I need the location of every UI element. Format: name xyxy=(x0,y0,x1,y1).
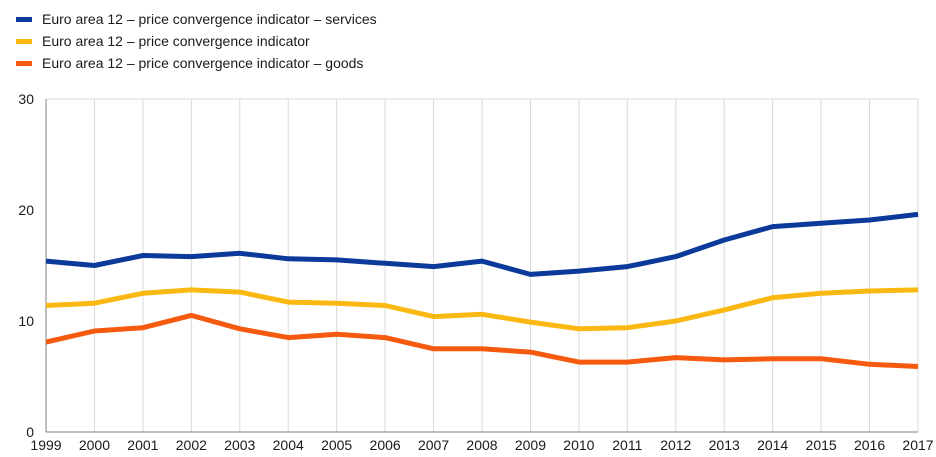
x-tick-label-2011: 2011 xyxy=(612,437,642,453)
x-tick-label-2013: 2013 xyxy=(709,437,740,453)
x-tick-label-2010: 2010 xyxy=(563,437,594,453)
x-tick-label-2017: 2017 xyxy=(902,437,933,453)
y-tick-label: 20 xyxy=(18,202,34,218)
x-tick-label-2003: 2003 xyxy=(224,437,255,453)
x-tick-label-2009: 2009 xyxy=(515,437,546,453)
y-tick-label: 30 xyxy=(18,91,34,107)
x-tick-label-2007: 2007 xyxy=(418,437,449,453)
y-tick-label: 10 xyxy=(18,313,34,329)
chart-grid xyxy=(46,99,918,432)
x-tick-label-2008: 2008 xyxy=(466,437,497,453)
x-tick-label-2015: 2015 xyxy=(806,437,837,453)
x-tick-label-2001: 2001 xyxy=(127,437,158,453)
x-tick-label-2014: 2014 xyxy=(757,437,788,453)
x-tick-label-2004: 2004 xyxy=(273,437,304,453)
x-tick-label-2000: 2000 xyxy=(79,437,110,453)
x-tick-label-2002: 2002 xyxy=(176,437,207,453)
x-tick-label-2005: 2005 xyxy=(321,437,352,453)
x-tick-label-2012: 2012 xyxy=(660,437,691,453)
x-tick-label-1999: 1999 xyxy=(30,437,61,453)
x-tick-label-2006: 2006 xyxy=(370,437,401,453)
x-tick-label-2016: 2016 xyxy=(854,437,885,453)
